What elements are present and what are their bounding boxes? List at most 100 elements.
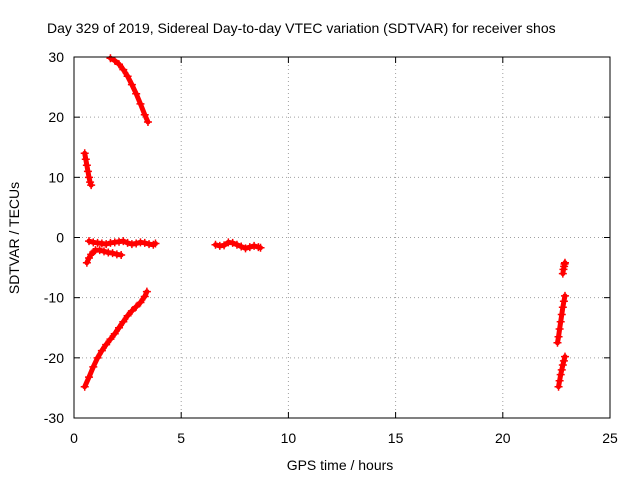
data-point	[110, 56, 119, 65]
data-point	[123, 311, 132, 320]
data-point	[123, 238, 132, 247]
data-point	[228, 238, 237, 247]
data-point	[211, 240, 220, 249]
data-point	[559, 297, 568, 306]
data-point	[554, 382, 563, 391]
data-points	[80, 54, 569, 391]
data-point	[151, 239, 160, 248]
data-point	[110, 329, 119, 338]
series-arc-1	[106, 54, 152, 126]
data-point	[102, 340, 111, 349]
series-trace	[107, 55, 151, 125]
chart-title: Day 329 of 2019, Sidereal Day-to-day VTE…	[47, 20, 556, 36]
data-point	[558, 361, 567, 370]
series-trace	[82, 289, 150, 390]
data-point	[100, 247, 109, 256]
data-point	[136, 99, 145, 108]
data-point	[560, 352, 569, 361]
plot-frame	[73, 56, 611, 419]
data-point	[559, 356, 568, 365]
data-point	[83, 167, 92, 176]
data-point	[241, 244, 250, 253]
data-point	[85, 173, 94, 182]
data-point	[142, 287, 151, 296]
data-point	[108, 249, 117, 258]
y-tick-label: 0	[56, 230, 64, 246]
data-point	[115, 60, 124, 69]
data-point	[132, 239, 141, 248]
data-point	[117, 250, 126, 259]
data-point	[81, 155, 90, 164]
data-point	[220, 241, 229, 250]
data-point	[245, 243, 254, 252]
data-point	[119, 65, 128, 74]
data-point	[556, 370, 565, 379]
data-point	[560, 258, 569, 267]
y-tick-label: -30	[44, 410, 64, 426]
data-point	[250, 241, 259, 250]
data-point	[140, 110, 149, 119]
data-point	[115, 323, 124, 332]
data-point	[85, 373, 94, 382]
data-point	[82, 161, 91, 170]
data-point	[85, 237, 94, 246]
data-point	[132, 89, 141, 98]
data-point	[80, 149, 89, 158]
data-point	[256, 243, 265, 252]
series-arc-3	[85, 237, 160, 249]
data-point	[136, 298, 145, 307]
series-arc-6	[211, 238, 265, 253]
x-tick-label: 0	[70, 430, 78, 446]
data-point	[554, 332, 563, 341]
grid	[74, 57, 610, 418]
data-point	[106, 335, 115, 344]
data-point	[102, 240, 111, 249]
data-point	[106, 54, 115, 63]
data-point	[140, 238, 149, 247]
x-tick-label: 25	[602, 430, 618, 446]
x-tick-label: 15	[388, 430, 404, 446]
data-point	[119, 317, 128, 326]
data-point	[97, 346, 106, 355]
y-axis-label: SDTVAR / TECUs	[6, 182, 22, 294]
data-point	[557, 310, 566, 319]
data-point	[123, 72, 132, 81]
data-point	[555, 324, 564, 333]
data-point	[140, 292, 149, 301]
data-point	[237, 242, 246, 251]
data-point	[87, 181, 96, 190]
y-tick-label: 30	[48, 49, 64, 65]
series-arc-2	[80, 149, 96, 190]
data-point	[80, 382, 89, 391]
data-point	[82, 258, 91, 267]
series-arc-8	[553, 291, 569, 347]
series-arc-7	[558, 258, 569, 278]
x-tick-label: 10	[281, 430, 297, 446]
series-arc-9	[554, 352, 569, 391]
data-point	[553, 338, 562, 347]
data-point	[232, 240, 241, 249]
x-axis-label: GPS time / hours	[287, 457, 394, 473]
data-point	[558, 303, 567, 312]
data-point	[119, 237, 128, 246]
data-point	[132, 302, 141, 311]
y-tick-label: 10	[48, 169, 64, 185]
data-point	[93, 353, 102, 362]
axis-ticks: 0 5 10 15 20 25 -30 -20 -10 0 10 20 30	[44, 49, 618, 446]
data-point	[89, 362, 98, 371]
data-point	[127, 306, 136, 315]
series-arc-4	[82, 246, 126, 267]
data-point	[556, 317, 565, 326]
x-tick-label: 5	[177, 430, 185, 446]
data-point	[95, 246, 104, 255]
data-point	[127, 80, 136, 89]
y-tick-label: -20	[44, 350, 64, 366]
data-point	[143, 117, 152, 126]
data-point	[557, 365, 566, 374]
data-point	[560, 291, 569, 300]
y-tick-label: 20	[48, 109, 64, 125]
y-tick-label: -10	[44, 290, 64, 306]
series-arc-5	[80, 287, 151, 391]
data-point	[555, 376, 564, 385]
